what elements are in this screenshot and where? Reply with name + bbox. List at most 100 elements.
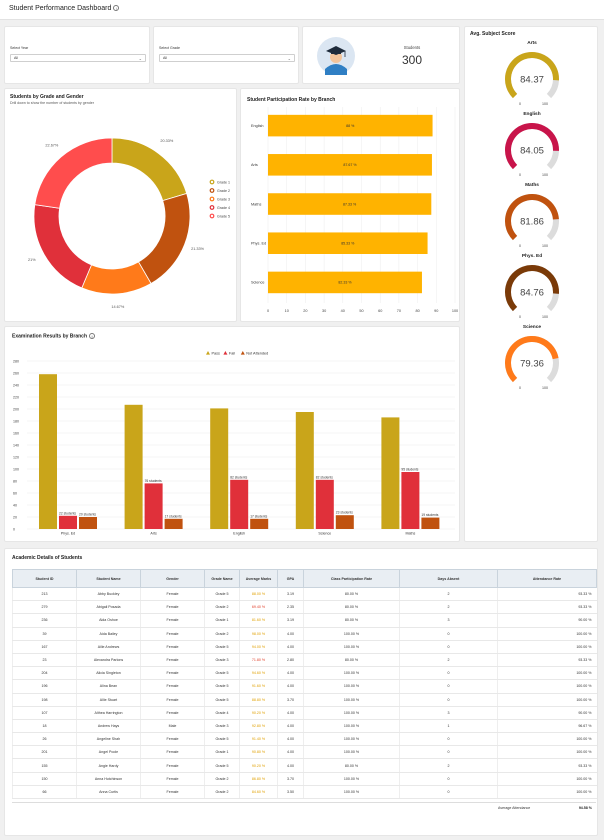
exam-bar-not-attended[interactable] [421,517,440,529]
y-tick-label: 120 [13,455,19,459]
table-row[interactable]: 150 Anna Hutchinson Female Grade 2 86.80 % 3.… [12,772,597,786]
table-row[interactable]: 23 Alexandra Parlons Female Grade 3 71.80 % 2… [12,653,597,668]
exam-bar-fail[interactable] [59,515,77,529]
exam-bar-pass[interactable] [39,374,57,529]
table-row[interactable]: 66 Anna Curtis Female Grade 2 84.60 % 3.50 100… [12,785,597,800]
column-header[interactable]: Average Marks [239,569,278,588]
table-cell: 4.00 [277,758,304,773]
table-row[interactable]: 201 Angel Poole Female Grade 1 90.80 % 4.00 10… [12,745,597,760]
exam-chart: 0 20 40 60 80 100 120 140 160 180 200 220 240 260 280 P… [13,351,455,536]
table-cell: 107 [12,706,77,720]
legend-item[interactable]: Grade 2 [217,189,230,193]
donut-slice-grade-3[interactable] [81,261,152,295]
participation-bar-phys-ed[interactable] [268,232,428,254]
legend-item[interactable]: Pass [212,352,221,356]
x-tick-label: 10 [285,309,289,313]
table-row[interactable]: 196 Alina Bean Female Grade 5 91.60 % 4.00 100… [12,679,597,694]
table-cell: Female [140,587,205,602]
exam-bar-not-attended[interactable] [164,518,183,529]
table-cell: 100.00 % [303,627,400,641]
table-row[interactable]: 39 Aida Bailey Female Grade 2 98.00 % 4.00 100… [12,627,597,641]
legend-item[interactable]: Grade 5 [217,214,230,218]
gauge-dial: 84.76 0 100 [505,265,559,319]
table-cell: 0 [399,772,498,786]
table-cell: Angie Hardy [76,758,141,773]
table-cell: 18 [12,719,77,734]
table-row[interactable]: 18 Andrew Hays Male Grade 3 92.80 % 4.00 100.0… [12,719,597,734]
exam-bar-not-attended[interactable] [79,517,97,529]
table-cell: Ailie Andrews [76,640,141,654]
table-row[interactable]: 155 Angie Hardy Female Grade 5 90.20 % 4.00 80… [12,758,597,773]
participation-bar-english[interactable] [268,114,433,137]
table-cell: 150 [12,772,77,786]
exam-bar-fail[interactable] [230,479,249,529]
table-cell: 0 [399,666,498,681]
footer-label: Average Attendance [498,806,531,810]
participation-bar-arts[interactable] [268,154,432,176]
table-row[interactable]: 204 Alicia Singleton Female Grade 5 94.60 % 4… [12,666,597,681]
table-cell: 100.00 % [303,745,400,760]
table-cell: 2.35 [277,600,304,615]
legend-item[interactable]: Grade 3 [217,197,230,201]
table-cell: 236 [12,613,77,628]
column-header[interactable]: Attendance Rate [497,569,597,588]
exam-bar-not-attended[interactable] [335,515,354,529]
table-row[interactable]: 236 Aida Oshoe Female Grade 1 81.60 % 3.19 80.… [12,613,597,628]
column-header[interactable]: Days Absent [399,569,498,588]
table-cell: Abigail Posada [76,600,141,615]
column-header[interactable]: Class Participation Rate [303,569,400,588]
table-row[interactable]: 279 Abigail Posada Female Grade 2 69.40 % 2.3… [12,600,597,615]
exam-bar-fail[interactable] [315,479,334,529]
column-header[interactable]: Student Name [76,569,141,588]
table-row[interactable]: 26 Angeline Shah Female Grade 5 91.40 % 4.00 1… [12,732,597,747]
table-cell: 0 [399,640,498,654]
donut-slice-grade-1[interactable] [111,137,188,202]
table-cell: 0 [399,693,498,707]
legend-item[interactable]: Fail [229,352,235,356]
gauge-min-label: 0 [519,244,521,248]
exam-bar-fail[interactable] [144,483,163,529]
legend-marker [209,179,215,185]
table-cell: 4.00 [277,627,304,641]
gauge-value: 81.86 [520,217,544,228]
exam-bar-fail[interactable] [401,472,420,529]
table-cell: Grade 2 [204,600,240,615]
table-cell: 71.80 % [239,653,278,668]
table-cell: 90.20 % [239,758,278,773]
participation-bar-science[interactable] [268,271,422,294]
column-header[interactable]: Gender [140,569,205,588]
grade-select[interactable]: All ⌄ [159,54,295,62]
legend-item[interactable]: Grade 1 [217,180,230,184]
table-cell: Alexandra Parlons [76,653,141,668]
table-cell: 94.60 % [239,666,278,681]
x-category-label: Arts [150,532,157,536]
legend-item[interactable]: Grade 4 [217,206,230,210]
bar-value-label: 87.33 % [343,202,357,206]
exam-bar-pass[interactable] [124,404,143,529]
legend-item[interactable]: Not Attended [246,352,268,356]
info-icon[interactable]: i [113,5,120,12]
exam-bar-pass[interactable] [210,408,229,529]
table-row[interactable]: 107 Althea Harrington Female Grade 4 90.20 %… [12,706,597,720]
table-cell: 4.00 [277,666,304,681]
donut-slice-grade-4[interactable] [33,204,92,289]
participation-bar-maths[interactable] [268,193,432,215]
table-cell: Female [140,772,205,786]
year-select[interactable]: All ⌄ [10,54,146,62]
table-row[interactable]: 198 Allie Stuart Female Grade 5 88.80 % 3.70 1… [12,693,597,707]
exam-bar-not-attended[interactable] [250,518,269,529]
table-row[interactable]: 167 Ailie Andrews Female Grade 5 94.00 % 4.00… [12,640,597,654]
column-header[interactable]: GPA [277,569,304,588]
column-header[interactable]: Grade Name [204,569,240,588]
donut-slice-grade-5[interactable] [34,137,113,209]
exam-bar-pass[interactable] [295,412,314,529]
column-header[interactable]: Student ID [12,569,77,588]
info-icon[interactable]: i [89,333,96,339]
bar-value-label: 95 students [401,468,418,472]
table-cell: 86.80 % [239,772,278,786]
table-row[interactable]: 213 Abby Buckley Female Grade 5 88.00 % 3.19 8… [12,587,597,602]
donut-slice-grade-2[interactable] [137,192,191,285]
gauge-value: 79.36 [520,359,544,370]
student-avatar-icon [317,37,355,75]
exam-bar-pass[interactable] [381,417,400,529]
